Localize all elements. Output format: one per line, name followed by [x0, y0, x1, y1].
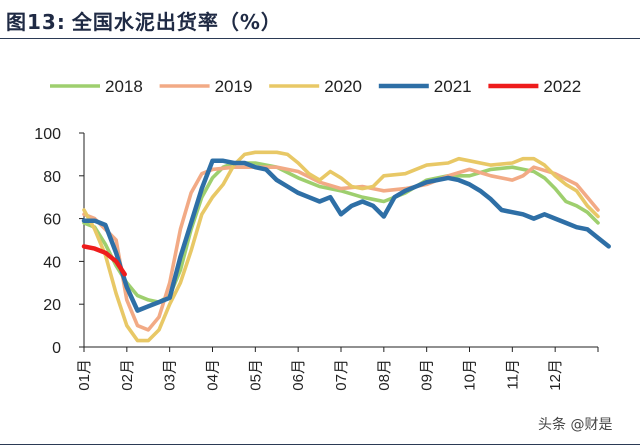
- x-tick-label: 04月: [205, 359, 222, 391]
- y-tick-label: 0: [52, 340, 61, 357]
- series-line-2022: [81, 244, 127, 277]
- figure-label: 图13:: [6, 10, 66, 34]
- series-line-2020: [82, 150, 600, 343]
- y-tick-label: 20: [43, 297, 61, 314]
- series-line-2018: [82, 161, 600, 304]
- legend-label-2019: 2019: [215, 77, 253, 96]
- x-tick-label: 05月: [247, 359, 264, 391]
- top-rule: [0, 38, 640, 39]
- x-tick-label: 08月: [376, 359, 393, 391]
- y-tick-label: 60: [43, 212, 61, 229]
- series-line-2021: [81, 158, 611, 313]
- x-tick-label: 07月: [333, 359, 350, 391]
- x-tick-label: 06月: [290, 359, 307, 391]
- x-tick-label: 11月: [504, 359, 521, 390]
- y-tick-label: 40: [43, 254, 61, 271]
- x-tick-label: 09月: [419, 359, 436, 391]
- watermark: 头条 @财是: [538, 417, 613, 433]
- y-tick-label: 100: [34, 126, 61, 143]
- x-axis: 01月 02月 03月 04月 05月 06月 07月 08月 09月 10月 11月 12月: [76, 346, 599, 391]
- x-tick-label: 12月: [547, 359, 564, 391]
- series-lines: [81, 150, 611, 343]
- x-tick-label: 01月: [76, 359, 93, 391]
- chart-legend: 2018 2019 2020 2021 2022: [50, 77, 581, 96]
- legend-label-2018: 2018: [105, 77, 143, 96]
- figure-title-text: 全国水泥出货率（%）: [71, 10, 282, 34]
- bottom-rule: [0, 444, 640, 445]
- series-line-2019: [82, 165, 600, 332]
- legend-label-2021: 2021: [434, 77, 472, 96]
- figure-title: 图13: 全国水泥出货率（%）: [6, 6, 282, 35]
- y-axis: 0 20 40 60 80 100: [34, 126, 85, 357]
- x-tick-label: 03月: [162, 359, 179, 391]
- legend-label-2020: 2020: [324, 77, 362, 96]
- legend-label-2022: 2022: [543, 77, 581, 96]
- y-tick-label: 80: [43, 169, 61, 186]
- x-tick-label: 02月: [119, 359, 136, 391]
- x-tick-label: 10月: [462, 359, 479, 391]
